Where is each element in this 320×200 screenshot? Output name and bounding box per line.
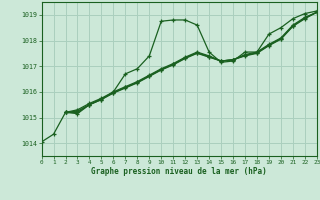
X-axis label: Graphe pression niveau de la mer (hPa): Graphe pression niveau de la mer (hPa): [91, 167, 267, 176]
